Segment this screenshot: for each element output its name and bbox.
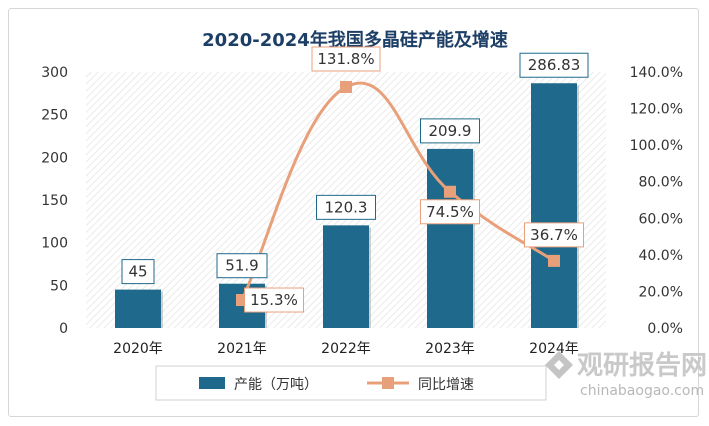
growth-value-box	[311, 46, 381, 72]
bar-value-label: 120.3	[325, 198, 368, 216]
growth-value-box	[244, 287, 304, 313]
chart-title: 2020-2024年我国多晶硅产能及增速	[202, 29, 508, 51]
legend-line-marker	[382, 377, 394, 389]
legend-bar-label: 产能（万吨）	[234, 377, 318, 393]
right-tick-label: 120.0%	[630, 102, 683, 118]
x-tick-label: 2021年	[217, 341, 267, 357]
right-tick-label: 0.0%	[647, 321, 683, 337]
bar	[323, 225, 369, 328]
x-tick-label: 2024年	[529, 341, 579, 357]
bar-value-label: 286.83	[528, 56, 581, 74]
legend-bar-swatch	[199, 377, 225, 389]
right-tick-label: 20.0%	[639, 284, 683, 300]
bar-value-box	[121, 259, 155, 285]
growth-value-label: 36.7%	[530, 226, 578, 244]
bar-value-box	[316, 194, 376, 220]
right-tick-label: 100.0%	[630, 138, 683, 154]
bar-value-box	[420, 118, 480, 144]
left-tick-label: 0	[59, 321, 68, 337]
left-tick-label: 150	[41, 193, 68, 209]
growth-marker	[444, 185, 456, 198]
right-tick-label: 40.0%	[639, 248, 683, 264]
growth-marker	[340, 80, 352, 93]
growth-value-box	[524, 222, 584, 248]
left-tick-label: 100	[41, 236, 68, 252]
left-tick-label: 200	[41, 150, 68, 166]
bar	[427, 148, 473, 328]
growth-value-label: 74.5%	[426, 203, 474, 221]
bar-value-label: 209.9	[429, 122, 472, 140]
bar-value-box	[519, 52, 589, 78]
growth-value-label: 131.8%	[317, 50, 374, 68]
watermark: 观研报告网 chinabaogao.com	[545, 350, 707, 399]
right-tick-label: 80.0%	[639, 175, 683, 191]
growth-line	[240, 81, 555, 301]
watermark-en: chinabaogao.com	[580, 383, 704, 399]
bar-value-label: 45	[128, 263, 147, 281]
watermark-cn: 观研报告网	[577, 350, 707, 381]
x-tick-label: 2020年	[113, 341, 163, 357]
x-tick-label: 2022年	[321, 341, 371, 357]
legend-line-label: 同比增速	[418, 377, 474, 393]
growth-marker	[548, 254, 560, 267]
right-tick-label: 60.0%	[639, 211, 683, 227]
left-tick-label: 250	[41, 108, 68, 124]
bar-value-box	[216, 253, 268, 279]
growth-value-box	[420, 199, 480, 225]
bar	[531, 83, 577, 328]
left-tick-label: 50	[50, 278, 68, 294]
bar-value-label: 51.9	[225, 257, 258, 275]
bar	[115, 289, 161, 328]
right-tick-label: 140.0%	[630, 65, 683, 81]
watermark-logo-icon	[545, 351, 573, 379]
growth-value-label: 15.3%	[250, 291, 298, 309]
left-tick-label: 300	[41, 65, 68, 81]
x-tick-label: 2023年	[425, 341, 475, 357]
